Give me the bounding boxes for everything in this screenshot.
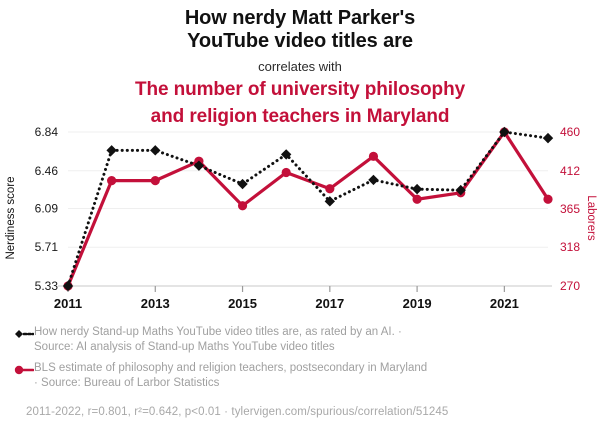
y-axis-right-title: Laborers xyxy=(585,195,597,241)
data-point-marker xyxy=(150,145,161,156)
data-series-group xyxy=(62,126,554,292)
y-left-tick: 5.33 xyxy=(35,279,59,293)
title-block: How nerdy Matt Parker's YouTube video ti… xyxy=(0,0,600,128)
page-title: How nerdy Matt Parker's YouTube video ti… xyxy=(0,7,600,53)
chart-area: 5.33 5.71 6.09 6.46 6.84 270 318 365 412 460 201… xyxy=(0,118,600,318)
y-right-tick: 412 xyxy=(560,164,580,178)
legend-item-series1: How nerdy Stand-up Maths YouTube video t… xyxy=(8,325,592,354)
data-point-marker xyxy=(150,176,160,186)
legend-series1-line1: How nerdy Stand-up Maths YouTube video t… xyxy=(34,326,402,338)
data-point-marker xyxy=(368,174,379,186)
x-tick-label: 2011 xyxy=(54,296,82,311)
title-line-2: YouTube video titles are xyxy=(187,30,413,52)
black-diamond-dotted-icon xyxy=(8,327,35,341)
data-point-marker xyxy=(106,145,117,156)
data-point-marker xyxy=(237,201,248,211)
data-point-marker xyxy=(324,196,336,207)
x-tick-label: 2015 xyxy=(228,296,257,311)
legend-series2-line2: · Source: Bureau of Larbor Statistics xyxy=(34,376,220,389)
title-line-1: How nerdy Matt Parker's xyxy=(184,7,416,29)
x-tick-label: 2017 xyxy=(315,296,344,311)
title2-line-1: The number of university philosophy xyxy=(134,79,466,100)
y-right-tick: 318 xyxy=(560,240,580,254)
gridlines xyxy=(68,131,548,287)
legend-series2-line1: BLS estimate of philosophy and religion … xyxy=(34,362,428,374)
data-point-marker xyxy=(455,184,466,196)
y-left-tick: 6.46 xyxy=(35,164,59,178)
data-point-marker xyxy=(412,194,422,204)
y-right-tick: 270 xyxy=(560,279,580,293)
y-left-tick: 5.71 xyxy=(35,240,59,254)
footer-correlation-note: 2011-2022, r=0.801, r²=0.642, p<0.01 · t… xyxy=(26,406,449,418)
y-right-tick: 460 xyxy=(560,125,580,139)
series-line-1 xyxy=(66,130,550,288)
series-line-2 xyxy=(66,130,550,288)
y-axis-right-tick-labels: 270 318 365 412 460 xyxy=(560,125,580,293)
x-tick-label: 2013 xyxy=(141,296,170,311)
y-right-tick: 365 xyxy=(560,202,580,216)
y-axis-left-tick-labels: 5.33 5.71 6.09 6.46 6.84 xyxy=(35,125,59,293)
legend-series1-line2: Source: AI analysis of Stand-up Maths Yo… xyxy=(34,340,335,353)
secondary-title: The number of university philosophy and … xyxy=(0,79,600,128)
data-point-marker xyxy=(411,183,423,195)
correlates-with-label: correlates with xyxy=(258,59,342,74)
data-point-marker xyxy=(280,149,292,160)
data-point-marker xyxy=(193,160,205,171)
data-point-marker xyxy=(368,151,379,161)
data-point-marker xyxy=(62,280,74,292)
y-left-tick: 6.09 xyxy=(35,201,59,215)
data-point-marker xyxy=(542,132,554,144)
x-tick-label: 2021 xyxy=(490,296,519,311)
legend-text-series2: BLS estimate of philosophy and religion … xyxy=(34,361,427,390)
red-circle-solid-icon xyxy=(8,363,35,377)
chart-legend: How nerdy Stand-up Maths YouTube video t… xyxy=(8,325,592,397)
data-point-marker xyxy=(237,178,248,190)
title2-line-2: and religion teachers in Maryland xyxy=(150,106,450,127)
legend-item-series2: BLS estimate of philosophy and religion … xyxy=(8,361,592,390)
x-tick-label: 2019 xyxy=(403,296,432,311)
data-point-marker xyxy=(281,167,291,178)
correlation-line-chart: 5.33 5.71 6.09 6.46 6.84 270 318 365 412 460 201… xyxy=(5,125,597,311)
legend-text-series1: How nerdy Stand-up Maths YouTube video t… xyxy=(34,325,402,354)
x-axis: 2011 2013 2015 2017 2019 2021 xyxy=(54,285,552,311)
y-left-tick: 6.84 xyxy=(35,125,59,139)
y-axis-left-title: Nerdiness score xyxy=(5,176,17,259)
data-point-marker xyxy=(325,184,335,194)
data-point-marker xyxy=(543,194,553,204)
data-point-marker xyxy=(107,176,117,186)
